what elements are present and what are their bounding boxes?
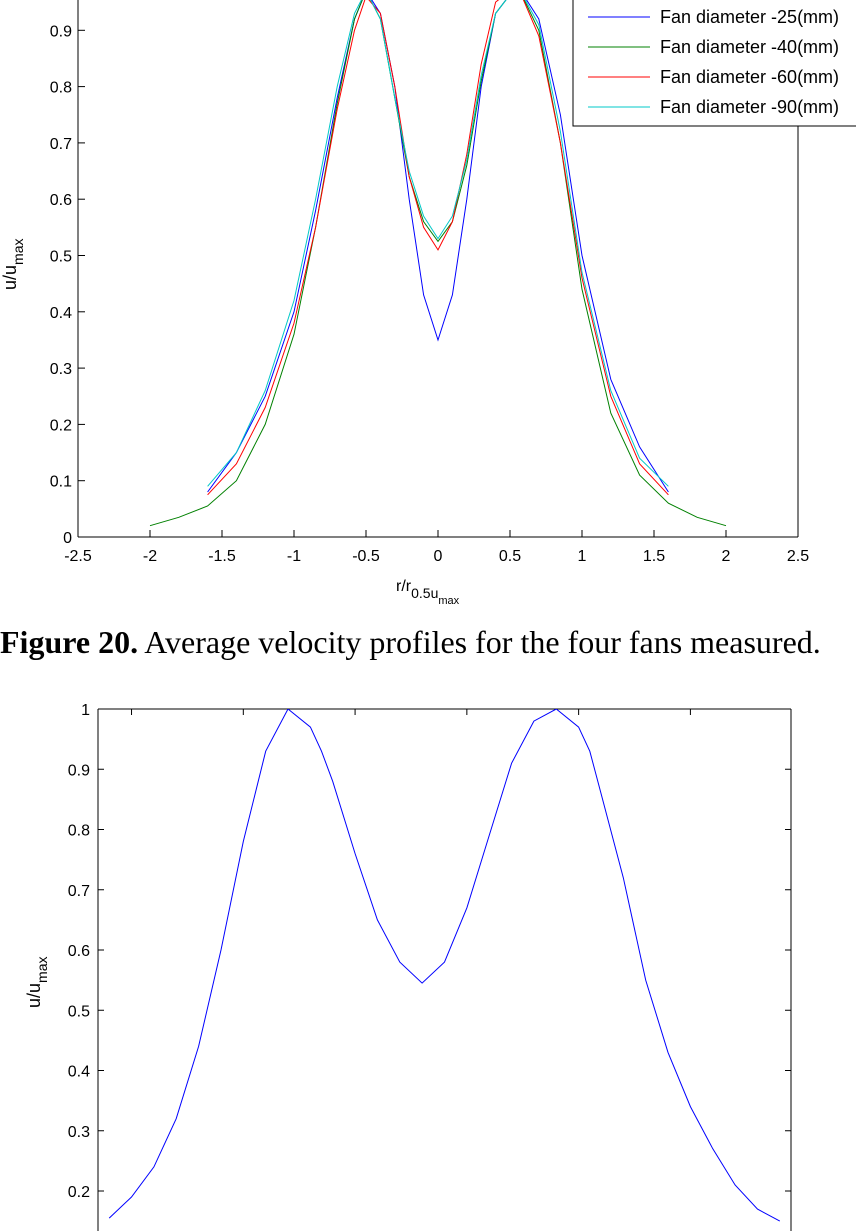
y-axis-label: u/umax — [0, 239, 26, 290]
y-tick-label: 0.1 — [50, 474, 72, 491]
y-tick-label: 0.4 — [50, 305, 72, 322]
series-line-4 — [207, 0, 669, 487]
x-tick-label: 0.5 — [499, 548, 521, 565]
x-tick-label: -2.5 — [64, 548, 92, 565]
y-tick-label: 0.3 — [50, 361, 72, 378]
x-axis-label: r/r0.5umax — [396, 578, 460, 607]
y-tick-label: 0.8 — [50, 80, 72, 97]
figure-caption: Figure 20. Average velocity profiles for… — [0, 620, 856, 664]
y-tick-label: 0.9 — [68, 762, 90, 779]
x-tick-label: 2 — [722, 548, 731, 565]
y-tick-label: 0.6 — [68, 943, 90, 960]
x-tick-label: -1 — [287, 548, 301, 565]
y-tick-label: 0.9 — [50, 23, 72, 40]
x-tick-label: 0 — [434, 548, 443, 565]
velocity-profile-chart: -2.5 -2 -1.5 -1 -0.5 0 0.5 1 1.5 2 2.5 0 0.1 0.2 0.3 0.… — [0, 0, 856, 607]
y-tick-label: 1 — [81, 702, 90, 719]
figure-caption-text: Average velocity profiles for the four f… — [138, 624, 821, 660]
x-tick-label: -2 — [143, 548, 157, 565]
series-line-1 — [108, 709, 781, 1222]
y-tick-label: 0.4 — [68, 1064, 90, 1081]
y-axis-label: u/umax — [24, 957, 50, 1008]
x-tick-label: 1 — [578, 548, 587, 565]
y-tick-label: 0.2 — [50, 417, 72, 434]
y-tick-label: 0.3 — [68, 1124, 90, 1141]
legend: Fan diameter -25(mm) Fan diameter -40(mm)… — [572, 0, 856, 127]
x-tick-label: -0.5 — [352, 548, 380, 565]
series-line-2 — [149, 0, 727, 527]
y-tick-label: 0.6 — [50, 192, 72, 209]
figure-caption-label: Figure 20. — [0, 624, 139, 660]
x-tick-label: 2.5 — [787, 548, 809, 565]
y-tick-label: 0.7 — [68, 883, 90, 900]
series-line-1 — [207, 0, 669, 493]
y-tick-label: 0.2 — [68, 1184, 90, 1201]
x-tick-label: -1.5 — [208, 548, 236, 565]
y-tick-label: 0 — [63, 530, 72, 547]
legend-label: Fan diameter -90(mm) — [660, 97, 839, 117]
x-tick-label: 1.5 — [643, 548, 665, 565]
series-line-3 — [207, 0, 669, 496]
legend-label: Fan diameter -40(mm) — [660, 37, 839, 57]
y-tick-label: 0.5 — [50, 249, 72, 266]
y-tick-label: 0.5 — [68, 1003, 90, 1020]
single-velocity-profile-chart: 0.2 0.3 0.4 0.5 0.6 0.7 0.8 0.9 1 u/umax — [24, 702, 792, 1231]
y-tick-label: 0.7 — [50, 136, 72, 153]
legend-label: Fan diameter -25(mm) — [660, 7, 839, 27]
y-tick-label: 0.8 — [68, 823, 90, 840]
legend-label: Fan diameter -60(mm) — [660, 67, 839, 87]
